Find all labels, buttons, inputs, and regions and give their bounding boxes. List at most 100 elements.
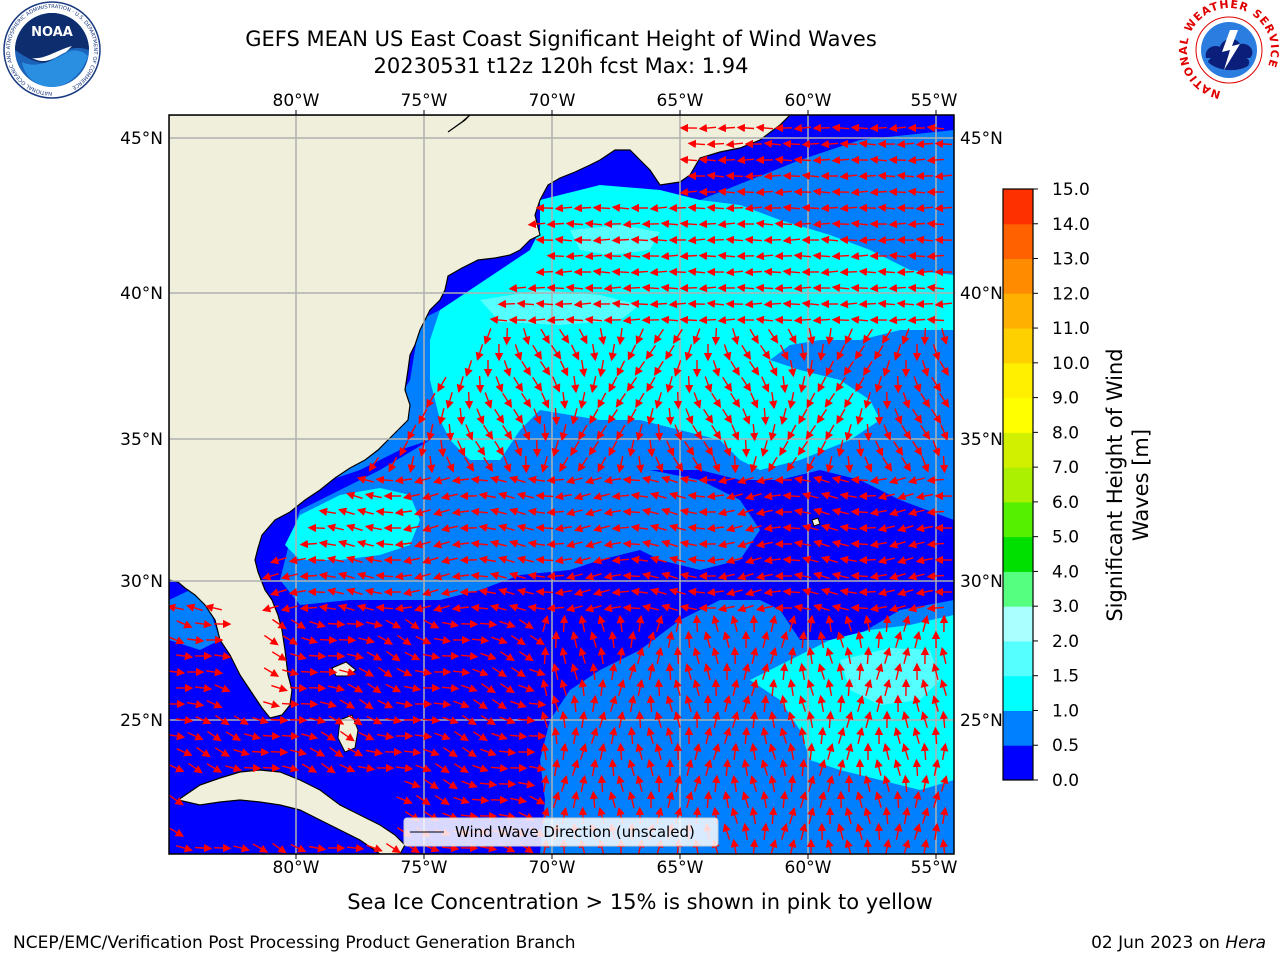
wind-wave-arrow (817, 726, 827, 745)
wind-wave-arrow (850, 475, 869, 485)
wind-wave-arrow (422, 715, 441, 725)
wind-wave-arrow (864, 456, 873, 473)
wind-wave-arrow (939, 455, 949, 474)
wind-wave-arrow (318, 507, 337, 516)
wind-wave-arrow (497, 299, 516, 309)
wind-wave-arrow (590, 727, 599, 744)
wind-wave-arrow (465, 424, 474, 441)
wind-wave-arrow (831, 251, 850, 261)
wind-wave-arrow (877, 235, 896, 245)
wind-wave-arrow (763, 555, 781, 565)
wind-wave-arrow (423, 619, 440, 629)
wind-wave-arrow (817, 343, 826, 362)
wind-wave-arrow (540, 710, 549, 728)
wind-wave-arrow (611, 267, 630, 277)
wind-wave-arrow (532, 376, 543, 392)
wind-wave-arrow (706, 139, 725, 149)
wind-wave-arrow (782, 267, 801, 277)
wind-wave-arrow (464, 456, 475, 472)
wind-wave-arrow (869, 155, 888, 165)
wind-wave-arrow (907, 315, 926, 325)
wind-wave-arrow (755, 540, 773, 549)
wind-wave-arrow (413, 572, 431, 581)
wind-wave-arrow (782, 203, 801, 213)
top-lon-label: 70°W (529, 91, 576, 111)
wind-wave-arrow (768, 392, 778, 410)
wind-wave-arrow (711, 646, 720, 664)
wind-wave-arrow (711, 614, 720, 632)
wind-wave-arrow (415, 635, 432, 645)
wind-wave-arrow (845, 710, 854, 728)
wind-wave-arrow (589, 662, 599, 680)
wind-wave-arrow (897, 556, 914, 565)
wind-wave-arrow (760, 694, 770, 713)
wind-wave-arrow (774, 187, 793, 197)
wind-wave-arrow (588, 441, 600, 456)
wind-wave-arrow (850, 571, 869, 581)
wind-wave-arrow (422, 524, 439, 533)
wind-wave-arrow (926, 507, 945, 517)
colorbar-segment (1003, 328, 1033, 364)
top-lon-labels: 80°W 75°W 70°W 65°W 60°W 55°W (273, 91, 958, 111)
wind-wave-arrow (186, 700, 205, 709)
wind-wave-arrow (508, 507, 526, 516)
wind-wave-arrow (628, 663, 637, 680)
wind-wave-arrow (169, 732, 186, 741)
wind-wave-arrow (510, 667, 526, 678)
wind-wave-arrow (912, 694, 921, 712)
wind-wave-arrow (679, 507, 697, 516)
wind-wave-arrow (514, 344, 523, 361)
wind-wave-arrow (578, 328, 588, 345)
wind-wave-arrow (483, 456, 494, 472)
wind-wave-arrow (263, 700, 281, 709)
wind-wave-arrow (831, 283, 850, 293)
wind-wave-arrow (717, 540, 735, 549)
wind-wave-arrow (539, 361, 551, 376)
wind-wave-arrow (875, 440, 884, 457)
wind-wave-arrow (611, 203, 630, 213)
wind-wave-arrow (839, 267, 858, 277)
wind-wave-arrow (761, 630, 770, 648)
wind-wave-arrow (749, 742, 758, 761)
wind-wave-arrow (692, 456, 703, 472)
wind-wave-arrow (855, 630, 864, 649)
wind-wave-arrow (730, 646, 740, 665)
wind-wave-arrow (584, 508, 602, 517)
wind-wave-arrow (630, 587, 648, 597)
wind-wave-arrow (844, 615, 853, 632)
wind-wave-arrow (491, 636, 508, 645)
wind-wave-arrow (698, 251, 717, 261)
wind-wave-arrow (527, 219, 546, 229)
wind-wave-arrow (717, 123, 736, 133)
wind-wave-arrow (934, 139, 953, 149)
wind-wave-arrow (744, 171, 763, 181)
wind-wave-arrow (926, 283, 945, 293)
wind-wave-arrow (907, 540, 925, 549)
wind-wave-arrow (453, 700, 470, 709)
wind-wave-arrow (426, 456, 436, 474)
wind-wave-arrow (836, 440, 845, 458)
wind-wave-arrow (597, 646, 607, 664)
wind-wave-arrow (896, 299, 915, 309)
wind-wave-arrow (357, 764, 376, 773)
wind-wave-arrow (787, 392, 796, 410)
wind-wave-arrow (825, 614, 835, 633)
wind-wave-arrow (461, 684, 478, 693)
wind-wave-arrow (692, 646, 701, 664)
wind-wave-arrow (570, 630, 579, 648)
wind-wave-arrow (532, 439, 542, 458)
wind-wave-arrow (598, 328, 607, 346)
wind-wave-arrow (698, 283, 717, 293)
wind-wave-arrow (679, 155, 698, 165)
wind-wave-arrow (472, 699, 488, 710)
wind-wave-arrow (730, 742, 740, 761)
wind-wave-arrow (921, 360, 930, 377)
wind-wave-arrow (445, 423, 455, 442)
wind-wave-arrow (611, 555, 630, 565)
wind-wave-arrow (749, 423, 759, 442)
wind-wave-arrow (346, 587, 363, 596)
colorbar-segment (1003, 640, 1033, 677)
colorbar-segment (1003, 501, 1033, 538)
wind-wave-arrow (798, 408, 808, 425)
wind-wave-arrow (717, 155, 736, 165)
